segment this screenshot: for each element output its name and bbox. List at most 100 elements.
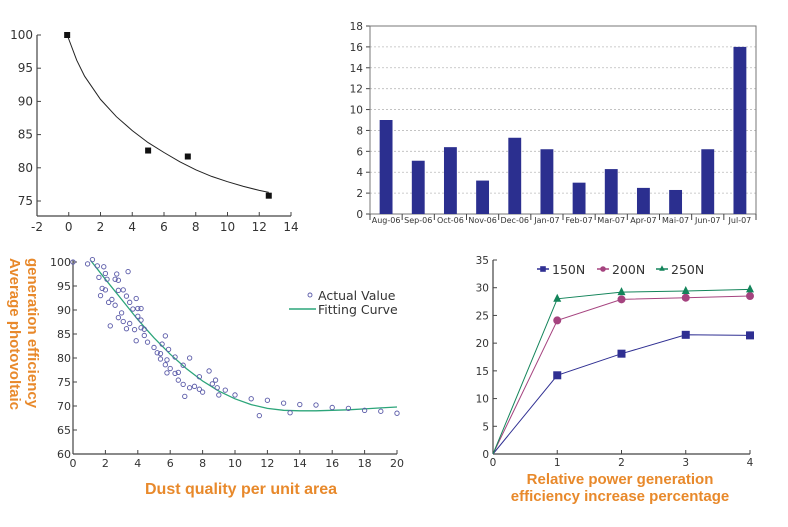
c4-point-250n [681, 286, 690, 295]
c3-actual-value-point [89, 256, 96, 263]
c4-point-200n [746, 292, 754, 301]
c3-y-tick-label: 100 [50, 256, 71, 269]
c3-x-tick-label: 6 [167, 457, 174, 470]
c2-x-tick-label: Jan-07 [533, 216, 559, 225]
c4-point-250n [746, 284, 754, 293]
c3-actual-value-point [313, 402, 319, 408]
c3-actual-value-point [97, 292, 104, 299]
c3-actual-value-point [115, 287, 122, 293]
c3-actual-value-point [164, 357, 170, 363]
c3-y-tick-label: 75 [57, 376, 71, 389]
c3-actual-value-point [138, 325, 144, 331]
c3-actual-value-point [214, 385, 220, 391]
c3-actual-value-point [138, 305, 144, 312]
c3-actual-value-point [297, 401, 303, 408]
c3-actual-value-point [162, 362, 168, 368]
c2-bar-mar-07 [604, 169, 618, 214]
c3-actual-value-point [196, 374, 203, 380]
c2-y-tick-label: 14 [350, 63, 364, 75]
c3-actual-value-point [109, 296, 115, 303]
c3-actual-value-point [162, 333, 168, 339]
c3-actual-value-point [70, 259, 76, 265]
c4-point-150n [553, 371, 562, 380]
c3-legend-label-fit: Fitting Curve [318, 302, 398, 317]
c4-x-tick-label: 3 [682, 457, 689, 469]
c1-y-tick-label: 90 [18, 94, 33, 108]
c3-xlabel: Dust quality per unit area [145, 481, 337, 498]
c2-x-tick-label: Nov-06 [468, 216, 496, 225]
c4-legend-label-150n: 150N [552, 262, 585, 277]
c1-x-tick-label: 6 [160, 220, 168, 234]
c3-actual-value-point [125, 268, 131, 275]
c1-y-tick-label: 85 [18, 128, 33, 142]
c3-actual-value-point [133, 338, 139, 344]
c3-x-tick-label: 14 [293, 457, 307, 470]
c1-x-tick-label: 4 [128, 220, 136, 234]
c3-actual-value-point [101, 264, 107, 270]
c3-actual-value-point [165, 346, 172, 353]
c1-y-tick-label: 95 [18, 61, 33, 75]
c1-x-tick-label: 12 [252, 220, 267, 234]
c3-actual-value-point [206, 368, 212, 374]
c2-bar-jun-07 [701, 149, 715, 214]
c3-actual-value-point [131, 327, 138, 333]
c3-y-tick-label: 65 [57, 424, 71, 437]
c3-legend-marker-actual [307, 292, 313, 298]
c2-y-tick-label: 2 [356, 188, 363, 200]
c1-x-tick-label: 10 [220, 220, 235, 234]
c2-x-tick-label: Dec-06 [500, 216, 529, 225]
c4-legend-marker-250n [659, 265, 665, 271]
c3-actual-value-point [232, 392, 238, 398]
c4-line-200n [492, 295, 751, 455]
c4-point-250n [617, 287, 626, 296]
c3-x-tick-label: 0 [70, 457, 77, 470]
c3-actual-value-point [138, 317, 144, 323]
c3-actual-value-point [99, 285, 105, 292]
c3-actual-value-point [180, 381, 186, 388]
c3-actual-value-point [209, 381, 215, 387]
c3-x-tick-label: 18 [358, 457, 372, 470]
c3-actual-value-point [216, 392, 222, 398]
c3-actual-value-point [222, 387, 228, 393]
c4-x-tick-label: 1 [554, 457, 561, 469]
c3-actual-value-point [345, 405, 352, 412]
c4-point-200n [681, 293, 690, 302]
c3-actual-value-point [115, 277, 122, 283]
c3-actual-value-point [130, 306, 136, 312]
c3-actual-value-point [135, 305, 141, 312]
c3-y-tick-label: 70 [57, 400, 71, 413]
c4-x-tick-label: 4 [747, 457, 754, 469]
c2-bar-nov-06 [476, 180, 490, 214]
c3-y-tick-label: 85 [57, 328, 71, 341]
c4-xlabel-line1: Relative power generation [527, 471, 714, 488]
c3-x-tick-label: 2 [102, 457, 109, 470]
c3-y-tick-label: 60 [57, 448, 71, 461]
c2-bar-mai-07 [669, 189, 683, 214]
c4-point-200n [617, 295, 626, 304]
c3-actual-value-point [182, 393, 188, 400]
c3-actual-value-point [172, 354, 178, 360]
c2-y-tick-label: 10 [350, 105, 363, 117]
c3-legend-label-actual: Actual Value [318, 288, 396, 303]
c2-y-tick-label: 4 [356, 167, 363, 179]
c3-actual-value-point [114, 271, 120, 277]
c3-actual-value-point [175, 377, 181, 383]
c3-actual-value-point [84, 261, 91, 267]
c3-actual-value-point [123, 326, 130, 332]
c4-x-tick-label: 0 [490, 457, 497, 469]
c2-y-tick-label: 8 [356, 125, 363, 137]
c3-y-tick-label: 90 [57, 304, 71, 317]
c3-actual-value-point [164, 370, 170, 376]
c4-legend-label-200n: 200N [612, 262, 645, 277]
c3-x-tick-label: 12 [260, 457, 274, 470]
c4-y-tick-label: 5 [482, 421, 489, 433]
c1-x-tick-label: 2 [97, 220, 105, 234]
c2-y-tick-label: 18 [350, 21, 363, 33]
c4-point-150n [746, 331, 754, 340]
c3-actual-value-point [94, 263, 100, 269]
c3-y-tick-label: 80 [57, 352, 71, 365]
c2-x-tick-label: Jul-07 [728, 216, 752, 225]
c1-y-tick-label: 75 [18, 194, 33, 208]
c3-actual-value-point [264, 397, 271, 403]
c3-actual-value-point [102, 270, 109, 277]
